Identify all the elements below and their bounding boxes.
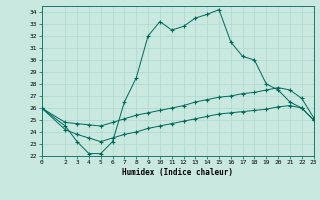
X-axis label: Humidex (Indice chaleur): Humidex (Indice chaleur): [122, 168, 233, 177]
